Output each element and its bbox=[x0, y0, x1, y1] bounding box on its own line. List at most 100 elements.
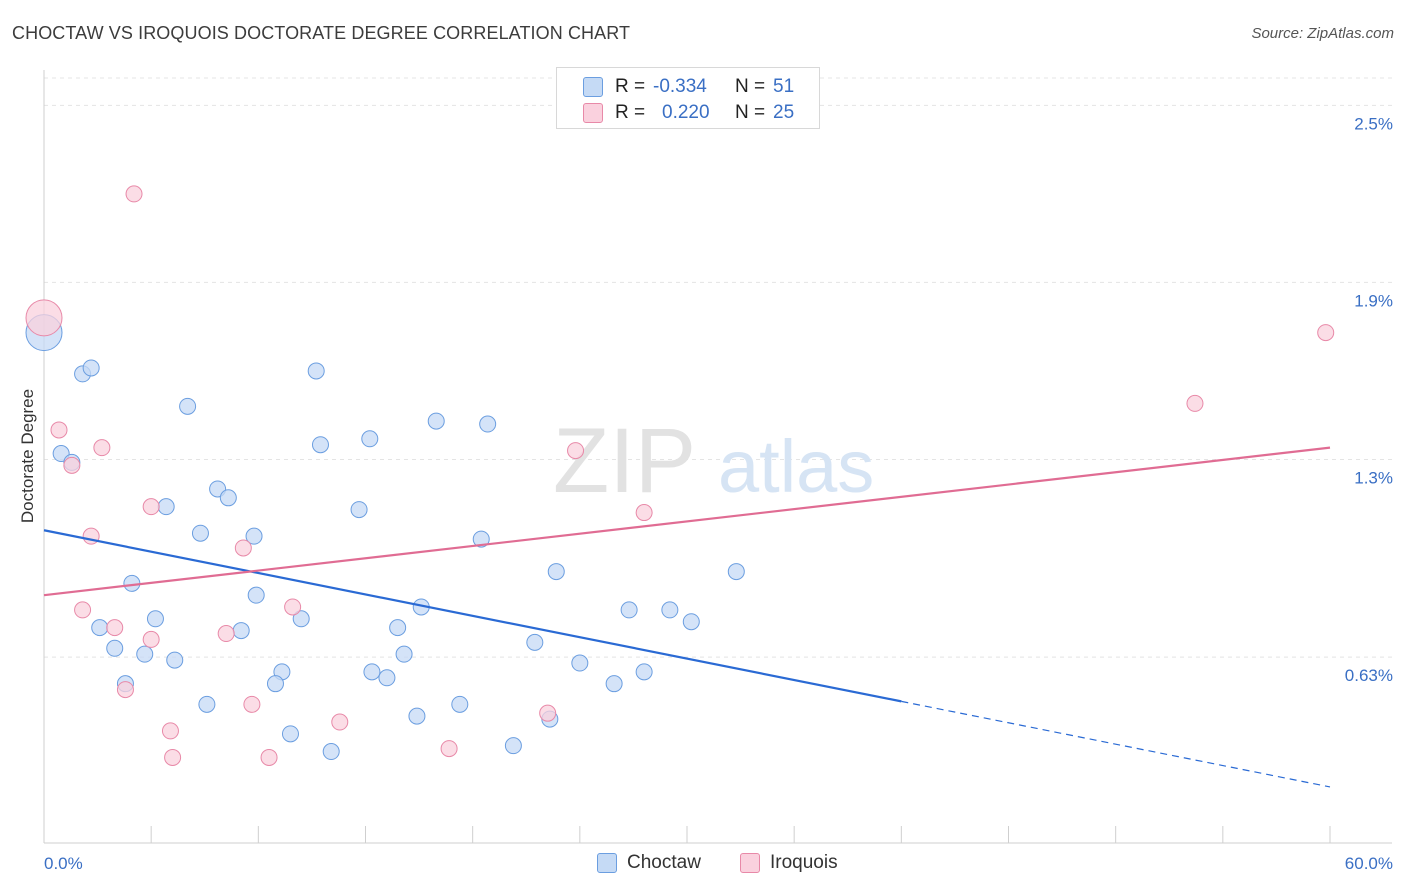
point-choctaw bbox=[266, 675, 284, 693]
legend-row-iroquois: R = 0.220 N = 25 bbox=[583, 101, 794, 125]
points-layer bbox=[25, 185, 1335, 766]
point-choctaw bbox=[605, 675, 623, 693]
trendline-choctaw-extension bbox=[901, 700, 1331, 788]
point-iroquois bbox=[142, 498, 160, 516]
point-choctaw bbox=[146, 610, 164, 628]
point-choctaw bbox=[322, 743, 340, 761]
point-iroquois bbox=[539, 704, 557, 722]
point-choctaw bbox=[571, 654, 589, 672]
point-iroquois bbox=[63, 456, 81, 474]
point-choctaw bbox=[232, 622, 250, 640]
point-choctaw bbox=[166, 651, 184, 669]
point-iroquois bbox=[284, 598, 302, 616]
point-choctaw bbox=[363, 663, 381, 681]
watermark-atlas: atlas bbox=[718, 425, 874, 508]
point-choctaw bbox=[91, 619, 109, 637]
legend-r-value: -0.334 bbox=[653, 76, 707, 97]
legend-r-value: 0.220 bbox=[662, 102, 710, 123]
stats-legend: R = -0.334 N = 51 R = 0.220 N = 25 bbox=[556, 67, 820, 129]
point-iroquois bbox=[161, 722, 179, 740]
label-layer: 0.63% 1.3% 1.9% 2.5% 0.0% 60.0% Doctorate Degr… bbox=[18, 114, 1393, 873]
y-tick-label: 1.9% bbox=[1354, 291, 1393, 310]
chart-title: CHOCTAW VS IROQUOIS DOCTORATE DEGREE COR… bbox=[12, 23, 631, 43]
point-choctaw bbox=[378, 669, 396, 687]
point-iroquois bbox=[234, 539, 252, 557]
legend-row-choctaw: R = -0.334 N = 51 bbox=[583, 75, 794, 99]
x-tick-label-max: 60.0% bbox=[1345, 854, 1393, 873]
point-iroquois bbox=[260, 748, 278, 766]
point-iroquois bbox=[93, 439, 111, 457]
legend-n-value: 51 bbox=[773, 76, 795, 97]
point-choctaw bbox=[245, 527, 263, 545]
series-name-iroquois: Iroquois bbox=[770, 852, 838, 873]
point-iroquois bbox=[106, 619, 124, 637]
legend-n-label: N = bbox=[735, 102, 766, 123]
point-iroquois bbox=[1186, 394, 1204, 412]
point-choctaw bbox=[661, 601, 679, 619]
legend-n-value: 25 bbox=[773, 102, 795, 123]
legend-swatch-iroquois bbox=[583, 103, 603, 123]
point-choctaw bbox=[307, 362, 325, 380]
point-choctaw bbox=[350, 501, 368, 519]
trend-layer bbox=[43, 446, 1331, 788]
point-choctaw bbox=[179, 397, 197, 415]
point-iroquois bbox=[74, 601, 92, 619]
series-swatch-iroquois bbox=[740, 853, 760, 873]
axis-layer bbox=[43, 70, 1392, 844]
series-legend: Choctaw Iroquois bbox=[0, 852, 1406, 878]
point-iroquois bbox=[243, 695, 261, 713]
point-iroquois bbox=[635, 504, 653, 522]
point-iroquois bbox=[567, 442, 585, 460]
point-choctaw bbox=[247, 586, 265, 604]
point-choctaw bbox=[451, 695, 469, 713]
y-tick-label: 0.63% bbox=[1345, 666, 1393, 685]
point-iroquois bbox=[25, 299, 63, 337]
point-choctaw bbox=[408, 707, 426, 725]
point-choctaw bbox=[427, 412, 445, 430]
point-choctaw bbox=[198, 695, 216, 713]
point-choctaw bbox=[526, 633, 544, 651]
legend-n-label: N = bbox=[735, 76, 766, 97]
point-choctaw bbox=[361, 430, 379, 448]
point-iroquois bbox=[142, 630, 160, 648]
point-iroquois bbox=[125, 185, 143, 203]
point-choctaw bbox=[157, 498, 175, 516]
point-iroquois bbox=[116, 681, 134, 699]
point-choctaw bbox=[311, 436, 329, 454]
series-legend-iroquois[interactable]: Iroquois bbox=[740, 852, 838, 874]
legend-r-label: R = bbox=[615, 76, 646, 97]
watermark-zip: ZIP bbox=[553, 410, 696, 512]
series-name-choctaw: Choctaw bbox=[627, 852, 701, 873]
point-choctaw bbox=[395, 645, 413, 663]
point-iroquois bbox=[440, 740, 458, 758]
point-choctaw bbox=[136, 645, 154, 663]
legend-swatch-choctaw bbox=[583, 77, 603, 97]
point-choctaw bbox=[281, 725, 299, 743]
point-choctaw bbox=[620, 601, 638, 619]
watermark: ZIP atlas bbox=[553, 410, 874, 512]
point-iroquois bbox=[331, 713, 349, 731]
source-label: Source: ZipAtlas.com bbox=[1251, 25, 1394, 42]
point-choctaw bbox=[547, 563, 565, 581]
series-swatch-choctaw bbox=[597, 853, 617, 873]
point-choctaw bbox=[504, 737, 522, 755]
legend-r-label: R = bbox=[615, 102, 646, 123]
point-choctaw bbox=[219, 489, 237, 507]
y-axis-label: Doctorate Degree bbox=[18, 389, 37, 523]
point-choctaw bbox=[635, 663, 653, 681]
y-tick-label: 2.5% bbox=[1354, 114, 1393, 133]
point-iroquois bbox=[50, 421, 68, 439]
point-iroquois bbox=[1317, 324, 1335, 342]
point-choctaw bbox=[292, 610, 310, 628]
point-choctaw bbox=[479, 415, 497, 433]
point-choctaw bbox=[389, 619, 407, 637]
point-iroquois bbox=[217, 625, 235, 643]
point-iroquois bbox=[164, 748, 182, 766]
y-tick-label: 1.3% bbox=[1354, 468, 1393, 487]
point-choctaw bbox=[727, 563, 745, 581]
trendline-iroquois bbox=[43, 446, 1331, 597]
series-legend-choctaw[interactable]: Choctaw bbox=[597, 852, 701, 874]
point-choctaw bbox=[682, 613, 700, 631]
point-choctaw bbox=[472, 530, 490, 548]
